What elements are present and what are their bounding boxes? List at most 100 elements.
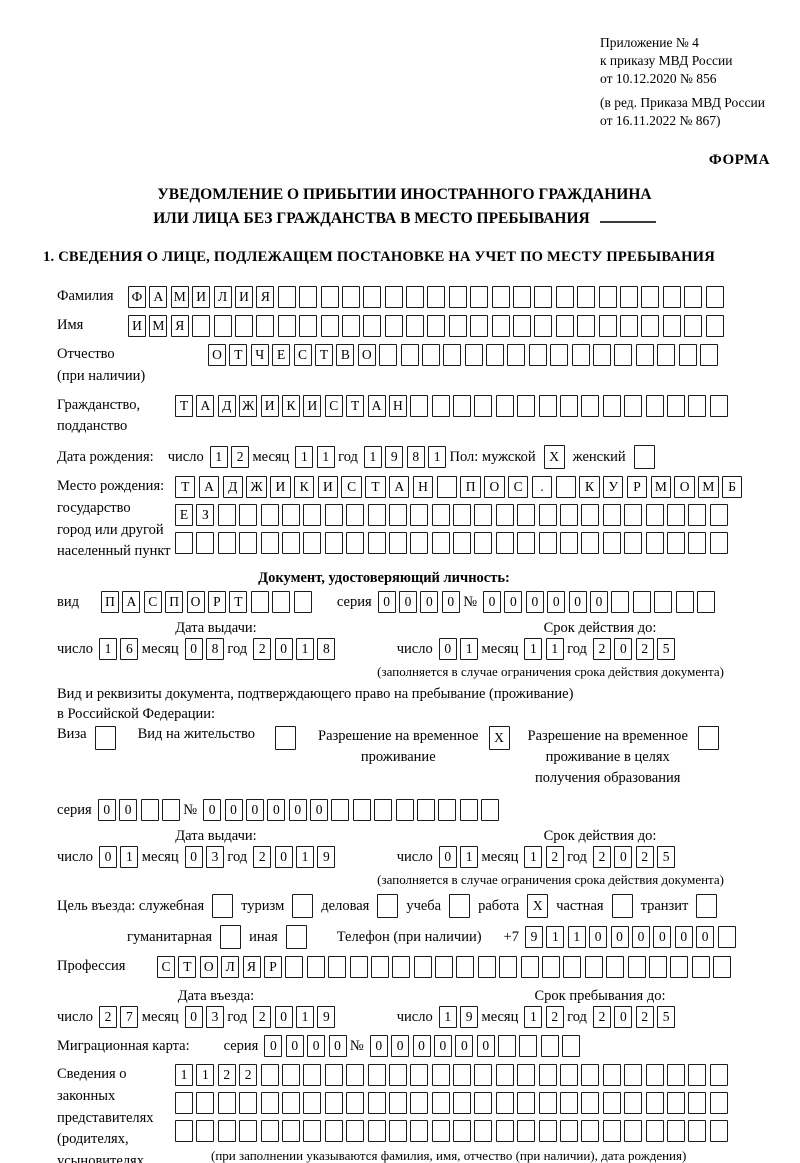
- char-cell-filled[interactable]: 1: [363, 446, 382, 469]
- char-cell-empty[interactable]: [705, 286, 724, 309]
- char-cell-filled[interactable]: 2: [217, 1064, 236, 1087]
- char-cell-empty[interactable]: [581, 1064, 600, 1087]
- char-cell-empty[interactable]: [619, 286, 638, 309]
- char-cell-filled[interactable]: 5: [657, 1006, 676, 1029]
- char-cell-filled[interactable]: Ж: [239, 394, 258, 417]
- char-cell-filled[interactable]: 0: [589, 926, 608, 949]
- char-cell-empty[interactable]: [563, 956, 582, 979]
- char-cell-empty[interactable]: [410, 532, 429, 555]
- char-cell-empty[interactable]: [256, 315, 275, 338]
- char-cell-filled[interactable]: О: [199, 956, 218, 979]
- char-cell-filled[interactable]: 0: [696, 926, 715, 949]
- char-cell-empty[interactable]: [213, 315, 232, 338]
- char-cell-filled[interactable]: 0: [412, 1035, 431, 1058]
- char-cell-empty[interactable]: [410, 1092, 429, 1115]
- char-cell-filled[interactable]: З: [196, 504, 215, 527]
- char-cell-empty[interactable]: [699, 344, 718, 367]
- char-cell-empty[interactable]: [175, 532, 193, 555]
- char-cell-filled[interactable]: 2: [253, 638, 272, 661]
- char-cell-filled[interactable]: 0: [274, 846, 293, 869]
- char-cell-filled[interactable]: Ч: [250, 344, 269, 367]
- char-cell-filled[interactable]: И: [234, 286, 253, 309]
- char-cell-filled[interactable]: К: [293, 476, 315, 499]
- char-cell-empty[interactable]: [470, 286, 489, 309]
- char-cell-empty[interactable]: [666, 394, 685, 417]
- char-cell-empty[interactable]: [495, 1064, 514, 1087]
- char-cell-empty[interactable]: [635, 344, 654, 367]
- char-cell-filled[interactable]: Т: [175, 394, 193, 417]
- char-cell-empty[interactable]: [410, 394, 429, 417]
- char-cell-empty[interactable]: [299, 315, 318, 338]
- checkbox-visa[interactable]: [94, 726, 116, 751]
- char-cell-filled[interactable]: Е: [272, 344, 291, 367]
- char-cell-filled[interactable]: 0: [267, 799, 286, 822]
- char-cell-filled[interactable]: 0: [547, 591, 566, 614]
- char-cell-empty[interactable]: [491, 286, 510, 309]
- char-cell-empty[interactable]: [474, 1092, 493, 1115]
- char-cell-filled[interactable]: 1: [295, 638, 314, 661]
- char-cell-filled[interactable]: П: [165, 591, 184, 614]
- char-cell-empty[interactable]: [367, 1120, 386, 1143]
- char-cell-empty[interactable]: [709, 504, 728, 527]
- char-cell-empty[interactable]: [507, 344, 526, 367]
- char-cell-empty[interactable]: [538, 1064, 557, 1087]
- char-cell-empty[interactable]: [306, 956, 325, 979]
- checkbox-gender-male[interactable]: X: [543, 445, 565, 470]
- char-cell-empty[interactable]: [645, 532, 664, 555]
- char-cell-empty[interactable]: [346, 532, 365, 555]
- char-cell-empty[interactable]: [388, 1120, 407, 1143]
- char-cell-empty[interactable]: [293, 591, 312, 614]
- char-cell-empty[interactable]: [691, 956, 710, 979]
- char-cell-filled[interactable]: 0: [653, 926, 672, 949]
- char-cell-empty[interactable]: [654, 591, 673, 614]
- char-cell-filled[interactable]: 9: [317, 1006, 336, 1029]
- char-cell-empty[interactable]: [709, 394, 728, 417]
- char-cell-empty[interactable]: [217, 1120, 236, 1143]
- char-cell-empty[interactable]: [602, 1064, 621, 1087]
- char-cell-filled[interactable]: 2: [239, 1064, 258, 1087]
- char-cell-empty[interactable]: [666, 1092, 685, 1115]
- char-cell-filled[interactable]: Т: [314, 344, 333, 367]
- char-cell-filled[interactable]: 0: [310, 799, 329, 822]
- char-cell-empty[interactable]: [624, 1120, 643, 1143]
- char-cell-empty[interactable]: [281, 1092, 300, 1115]
- char-cell-filled[interactable]: 0: [119, 799, 138, 822]
- char-cell-empty[interactable]: [196, 532, 215, 555]
- char-cell-filled[interactable]: 0: [610, 926, 629, 949]
- char-cell-filled[interactable]: 0: [438, 846, 457, 869]
- char-cell-empty[interactable]: [688, 394, 707, 417]
- char-cell-empty[interactable]: [431, 504, 450, 527]
- char-cell-empty[interactable]: [453, 1120, 472, 1143]
- char-cell-filled[interactable]: М: [650, 476, 672, 499]
- char-cell-filled[interactable]: А: [198, 476, 220, 499]
- char-cell-empty[interactable]: [581, 1120, 600, 1143]
- char-cell-empty[interactable]: [517, 394, 536, 417]
- char-cell-empty[interactable]: [175, 1092, 193, 1115]
- char-cell-filled[interactable]: Ж: [246, 476, 267, 499]
- char-cell-filled[interactable]: М: [698, 476, 719, 499]
- char-cell-empty[interactable]: [453, 504, 472, 527]
- char-cell-empty[interactable]: [140, 799, 159, 822]
- char-cell-empty[interactable]: [495, 1092, 514, 1115]
- char-cell-empty[interactable]: [260, 1120, 279, 1143]
- char-cell-empty[interactable]: [571, 344, 590, 367]
- char-cell-empty[interactable]: [534, 315, 553, 338]
- char-cell-empty[interactable]: [517, 1092, 536, 1115]
- char-cell-empty[interactable]: [624, 1092, 643, 1115]
- char-cell-empty[interactable]: [627, 956, 646, 979]
- char-cell-empty[interactable]: [435, 956, 454, 979]
- char-cell-filled[interactable]: 0: [504, 591, 523, 614]
- char-cell-empty[interactable]: [324, 1120, 343, 1143]
- char-cell-empty[interactable]: [666, 504, 685, 527]
- char-cell-empty[interactable]: [688, 1092, 707, 1115]
- char-cell-empty[interactable]: [709, 532, 728, 555]
- char-cell-empty[interactable]: [491, 315, 510, 338]
- char-cell-empty[interactable]: [581, 504, 600, 527]
- char-cell-filled[interactable]: У: [603, 476, 624, 499]
- char-cell-empty[interactable]: [538, 504, 557, 527]
- char-cell-empty[interactable]: [538, 1120, 557, 1143]
- char-cell-filled[interactable]: О: [484, 476, 505, 499]
- char-cell-filled[interactable]: 3: [206, 846, 224, 869]
- char-cell-empty[interactable]: [602, 504, 621, 527]
- char-cell-empty[interactable]: [277, 286, 296, 309]
